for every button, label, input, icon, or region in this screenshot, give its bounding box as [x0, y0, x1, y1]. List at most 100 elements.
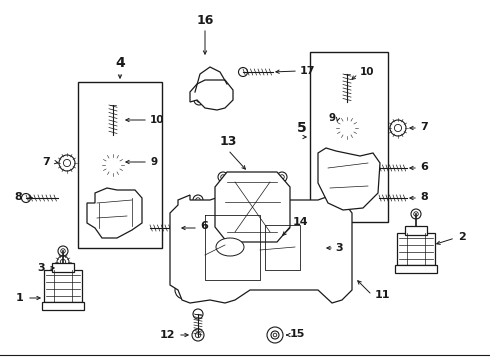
Circle shape [207, 82, 215, 90]
Text: 14: 14 [293, 217, 309, 227]
Circle shape [106, 145, 120, 159]
Bar [395, 265, 437, 273]
Circle shape [196, 198, 200, 202]
Circle shape [221, 175, 225, 179]
Circle shape [146, 224, 154, 233]
Circle shape [343, 124, 351, 132]
Polygon shape [215, 172, 290, 242]
Text: 12: 12 [160, 330, 175, 340]
Text: 7: 7 [420, 122, 428, 132]
Circle shape [344, 115, 350, 121]
Circle shape [265, 195, 275, 205]
Circle shape [280, 235, 284, 239]
Circle shape [180, 286, 188, 294]
Text: 10: 10 [150, 115, 165, 125]
Circle shape [374, 163, 384, 172]
Text: 1: 1 [15, 293, 23, 303]
Circle shape [221, 235, 225, 239]
Circle shape [318, 198, 322, 202]
Circle shape [271, 332, 279, 339]
Circle shape [192, 329, 204, 341]
Bar [42, 302, 84, 310]
Bar [397, 233, 435, 265]
Circle shape [277, 172, 287, 182]
Circle shape [342, 69, 352, 79]
Text: 15: 15 [290, 329, 305, 339]
Circle shape [218, 172, 228, 182]
Text: 2: 2 [458, 232, 466, 242]
Circle shape [273, 216, 283, 226]
Polygon shape [170, 195, 352, 303]
Circle shape [326, 281, 344, 299]
Circle shape [219, 95, 223, 99]
Circle shape [271, 331, 279, 339]
Text: 8: 8 [420, 192, 428, 202]
Circle shape [104, 156, 122, 174]
Text: 3: 3 [335, 243, 343, 253]
Text: 9: 9 [150, 157, 157, 167]
Circle shape [324, 198, 328, 202]
Circle shape [239, 68, 247, 77]
Polygon shape [190, 80, 233, 110]
Circle shape [197, 98, 201, 102]
Circle shape [110, 149, 116, 155]
Circle shape [63, 159, 71, 167]
Circle shape [216, 92, 226, 102]
Circle shape [321, 195, 331, 205]
Text: 11: 11 [375, 290, 391, 300]
Bar [310, 52, 388, 222]
Text: 6: 6 [420, 162, 428, 172]
Circle shape [60, 259, 66, 265]
Polygon shape [318, 148, 380, 210]
Circle shape [315, 245, 320, 251]
Circle shape [268, 198, 272, 202]
Circle shape [113, 230, 117, 234]
Circle shape [374, 194, 384, 202]
Circle shape [209, 84, 213, 88]
Text: 17: 17 [300, 66, 316, 76]
Text: 8: 8 [14, 192, 22, 202]
Circle shape [338, 119, 356, 137]
Text: 10: 10 [360, 67, 374, 77]
Polygon shape [87, 188, 142, 238]
Text: 9: 9 [328, 113, 335, 123]
Circle shape [196, 332, 201, 338]
Circle shape [312, 242, 324, 254]
Circle shape [390, 120, 406, 136]
Circle shape [331, 286, 339, 294]
Ellipse shape [216, 238, 244, 256]
Circle shape [394, 125, 402, 132]
Bar [52, 263, 74, 272]
Text: 3: 3 [37, 263, 45, 273]
Circle shape [277, 232, 287, 242]
Circle shape [365, 151, 375, 161]
Circle shape [175, 281, 193, 299]
Circle shape [57, 256, 69, 268]
Circle shape [109, 161, 117, 169]
Circle shape [108, 100, 118, 110]
Circle shape [411, 209, 421, 219]
Circle shape [267, 327, 283, 343]
Circle shape [58, 246, 68, 256]
Circle shape [414, 212, 418, 216]
Text: 6: 6 [200, 221, 208, 231]
Circle shape [368, 154, 372, 158]
Circle shape [273, 333, 277, 337]
Circle shape [22, 194, 30, 202]
Circle shape [59, 155, 75, 171]
Circle shape [218, 232, 228, 242]
Text: 5: 5 [297, 121, 307, 135]
Bar [405, 226, 427, 235]
Circle shape [193, 195, 203, 205]
Circle shape [341, 112, 353, 124]
Text: 13: 13 [220, 135, 237, 148]
Circle shape [193, 309, 203, 319]
Circle shape [110, 227, 120, 237]
Bar [78, 82, 162, 248]
Circle shape [194, 95, 204, 105]
Circle shape [61, 249, 65, 253]
Text: 4: 4 [115, 56, 125, 70]
Bar [44, 270, 82, 302]
Text: 7: 7 [42, 157, 50, 167]
Circle shape [315, 195, 325, 205]
